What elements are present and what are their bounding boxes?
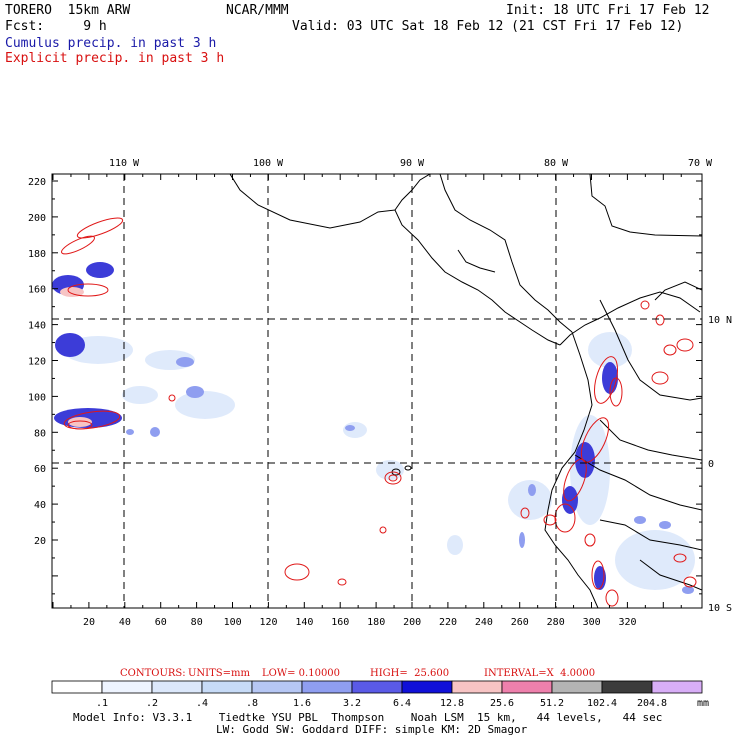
left-label-120: 120	[28, 357, 46, 368]
contours-high: HIGH= 25.600	[370, 668, 450, 679]
bottom-label-200: 200	[403, 617, 421, 628]
coastlines	[229, 174, 702, 608]
plot-frame	[51, 173, 703, 609]
bottom-label-80: 80	[191, 617, 203, 628]
valid-time: Valid: 03 UTC Sat 18 Feb 12 (21 CST Fri …	[292, 19, 684, 34]
init-time: Init: 18 UTC Fri 17 Feb 12	[506, 3, 710, 18]
forecast-hour: Fcst: 9 h	[5, 19, 107, 34]
left-label-140: 140	[28, 321, 46, 332]
contours-low: LOW= 0.10000	[262, 668, 341, 679]
explicit-precip-contours	[61, 217, 697, 607]
bottom-label-120: 120	[259, 617, 277, 628]
bottom-label-320: 320	[618, 617, 636, 628]
left-label-180: 180	[28, 249, 46, 260]
lon-label-90w: 90 W	[400, 158, 425, 169]
left-label-40: 40	[34, 500, 46, 511]
lat-label-0: 0	[708, 459, 714, 470]
lon-label-100w: 100 W	[253, 158, 284, 169]
bottom-label-180: 180	[367, 617, 385, 628]
contours-interval: INTERVAL=X 4.0000	[484, 668, 596, 679]
contours-units: UNITS=mm	[188, 668, 250, 679]
left-label-80: 80	[34, 428, 46, 439]
field-explicit-label: Explicit precip. in past 3 h	[5, 51, 225, 66]
left-label-200: 200	[28, 213, 46, 224]
axis-ticks	[52, 174, 702, 608]
bottom-label-20: 20	[83, 617, 95, 628]
lon-label-80w: 80 W	[544, 158, 569, 169]
lon-label-70w: 70 W	[688, 158, 713, 169]
left-label-100: 100	[28, 392, 46, 403]
bottom-label-160: 160	[331, 617, 349, 628]
bottom-label-60: 60	[155, 617, 167, 628]
lat-label-10n: 10 N	[708, 315, 732, 326]
left-label-220: 220	[28, 177, 46, 188]
left-grid-labels: 220 200 180 160 140 120 100 80 60 40 20	[28, 177, 46, 547]
field-cumulus-label: Cumulus precip. in past 3 h	[5, 36, 217, 51]
lon-label-110w: 110 W	[109, 158, 140, 169]
bottom-label-220: 220	[439, 617, 457, 628]
cumulus-precip-moderate	[126, 357, 694, 594]
bottom-label-40: 40	[119, 617, 131, 628]
bottom-label-240: 240	[475, 617, 493, 628]
model-info: Model Info: V3.3.1 Tiedtke YSU PBL Thomp…	[73, 711, 663, 724]
bottom-label-260: 260	[511, 617, 529, 628]
physics-info: LW: Godd SW: Goddard DIFF: simple KM: 2D…	[216, 723, 528, 736]
bottom-label-100: 100	[224, 617, 242, 628]
left-label-160: 160	[28, 285, 46, 296]
explicit-precip-fill	[60, 287, 92, 427]
left-label-60: 60	[34, 464, 46, 475]
organization-label: NCAR/MMM	[226, 3, 289, 18]
bottom-grid-labels: 20 40 60 80 100 120 140 160 180 200 220 240 260 280 30…	[83, 617, 637, 628]
contours-label: CONTOURS:	[120, 668, 186, 679]
bottom-label-300: 300	[583, 617, 601, 628]
lat-label-10s: 10 S	[708, 603, 732, 614]
cumulus-precip-heavy	[52, 262, 618, 590]
left-label-20: 20	[34, 536, 46, 547]
bottom-label-280: 280	[547, 617, 565, 628]
model-title: TORERO 15km ARW	[5, 3, 131, 18]
graticule	[52, 174, 702, 608]
bottom-label-140: 140	[295, 617, 313, 628]
